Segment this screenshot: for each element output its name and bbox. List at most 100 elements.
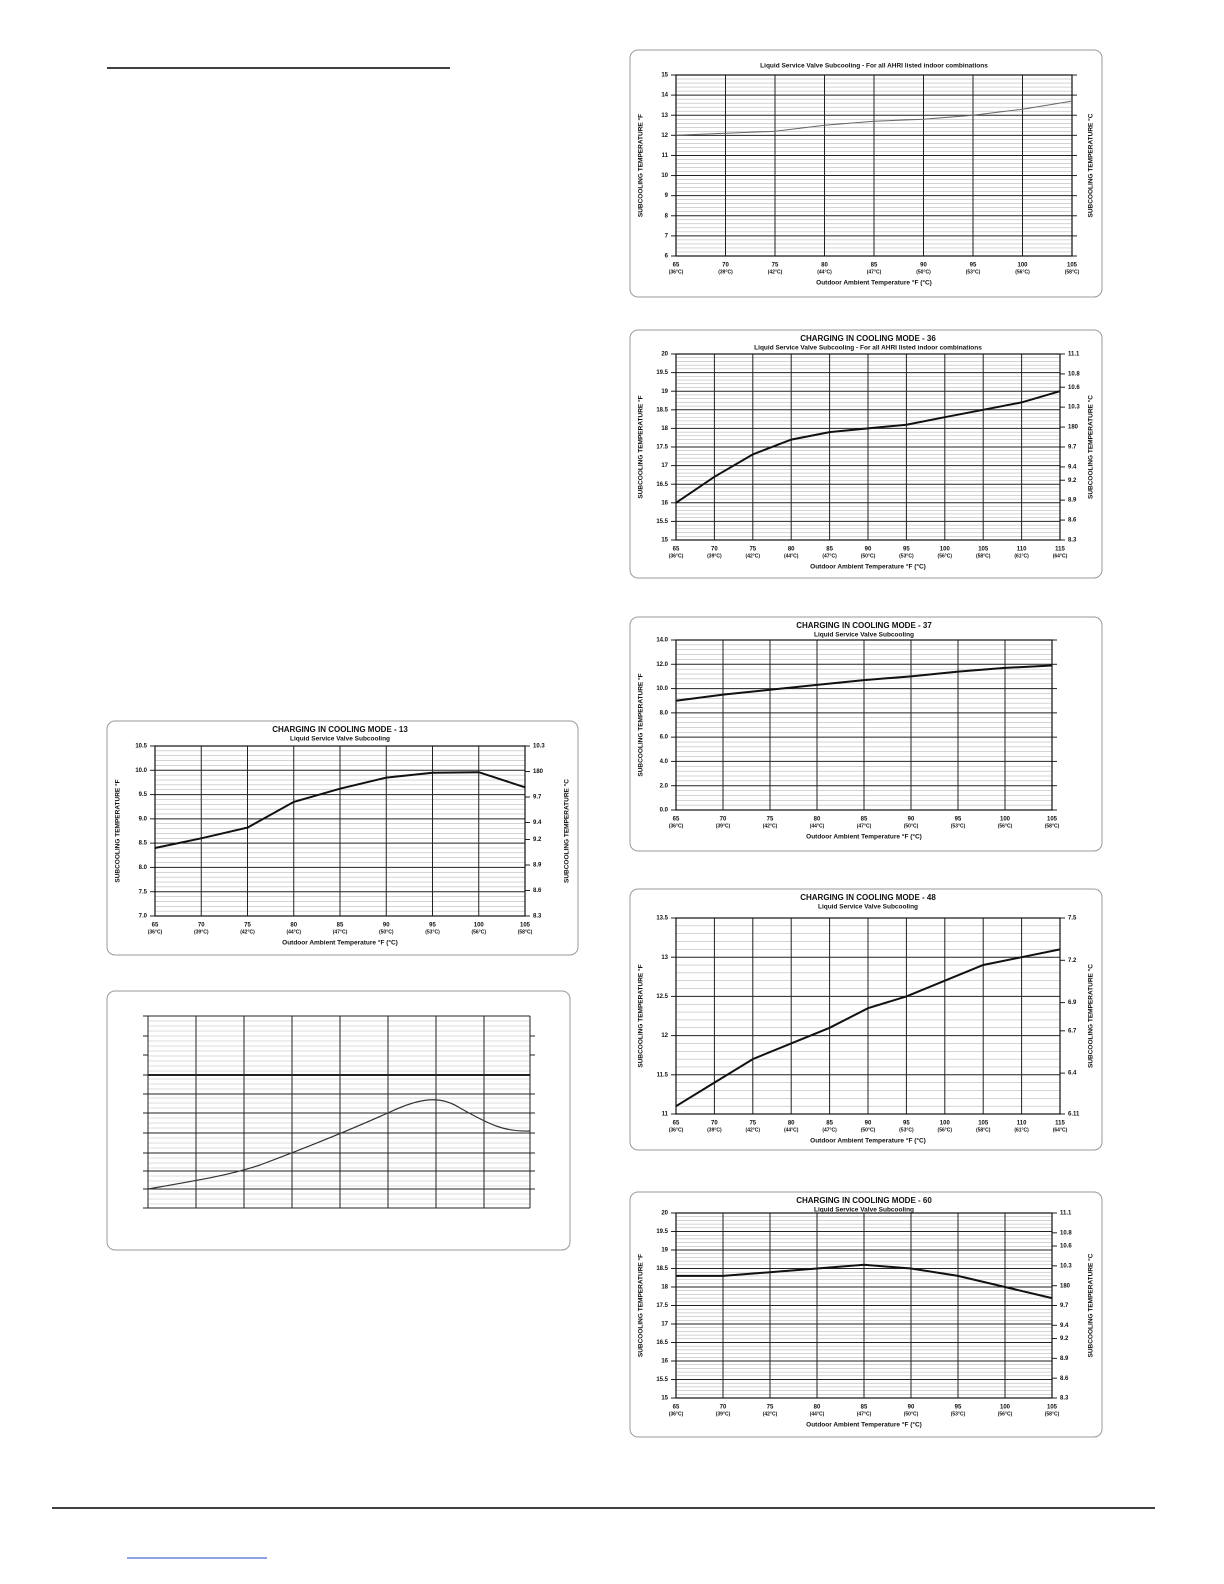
chart-frame (106, 720, 579, 956)
y2-tick-label: 10.3 (1060, 1263, 1072, 1269)
chart: 15 15.5 16 16.5 17 17.5 18 18.5 19 19.5 20 8.3 8.6 8.… (629, 329, 1103, 579)
y-tick-label: 4.0 (660, 759, 669, 765)
y2-tick-label: 8.3 (533, 914, 542, 920)
x-tick-label: 70 (198, 923, 205, 929)
y2-axis-label: SUBCOOLING TEMPERATURE °C (1087, 395, 1095, 499)
chart: 15 15.5 16 16.5 17 17.5 18 18.5 19 19.5 20 8.3 8.6 8.… (629, 1191, 1103, 1438)
y2-tick-label: 180 (1060, 1283, 1071, 1289)
y-tick-label: 12 (661, 1033, 668, 1039)
x-tick-sublabel: (47°C) (822, 553, 837, 559)
y-tick-label: 15 (661, 1396, 668, 1402)
x-tick-label: 70 (720, 1405, 727, 1411)
x-tick-label: 80 (788, 1121, 795, 1127)
chart: 7.0 7.5 8.0 8.5 9.0 9.5 10.0 10.5 8.3 8.6 8.9 9.2 9.… (106, 720, 579, 956)
y2-tick-label: 10.6 (1060, 1244, 1072, 1250)
y2-tick-label: 8.9 (1068, 498, 1077, 504)
chart-subtitle: Liquid Service Valve Subcooling (814, 1207, 914, 1214)
x-tick-sublabel: (42°C) (763, 1411, 778, 1417)
x-tick-sublabel: (39°C) (707, 553, 722, 559)
x-tick-label: 90 (908, 1405, 915, 1411)
y-tick-label: 9.5 (139, 792, 148, 798)
x-tick-label: 100 (940, 1121, 951, 1127)
y2-tick-label: 9.7 (533, 795, 542, 801)
y-tick-label: 15.5 (656, 1377, 668, 1383)
y-tick-label: 10 (661, 173, 668, 179)
x-tick-label: 75 (244, 923, 251, 929)
x-tick-label: 105 (520, 923, 531, 929)
y2-tick-label: 8.6 (1068, 518, 1077, 524)
plot-border (154, 745, 526, 917)
chart-subtitle: Liquid Service Valve Subcooling (818, 904, 918, 911)
y2-tick-label: 9.2 (1060, 1336, 1069, 1342)
x-tick-sublabel: (58°C) (1065, 269, 1080, 275)
x-tick-sublabel: (56°C) (938, 1127, 953, 1133)
x-tick-sublabel: (36°C) (669, 553, 684, 559)
chart: 1111.51212.51313.56.116.46.76.97.27.565(… (629, 888, 1103, 1151)
y2-tick-label: 9.2 (1068, 478, 1077, 484)
x-tick-sublabel: (42°C) (763, 823, 778, 829)
y-tick-label: 14.0 (656, 638, 668, 644)
x-tick-sublabel: (61°C) (1014, 553, 1029, 559)
y-tick-label: 14 (661, 93, 668, 99)
plot-border (675, 1212, 1053, 1399)
x-tick-label: 85 (826, 1121, 833, 1127)
x-tick-sublabel: (39°C) (716, 823, 731, 829)
y-tick-label: 18.5 (656, 407, 668, 413)
x-tick-sublabel: (36°C) (669, 1127, 684, 1133)
x-tick-sublabel: (58°C) (518, 929, 533, 935)
x-tick-label: 100 (1000, 817, 1011, 823)
y2-tick-label: 9.4 (1068, 465, 1077, 471)
curve (147, 1099, 531, 1190)
x-tick-label: 105 (1047, 817, 1058, 823)
x-tick-sublabel: (50°C) (861, 553, 876, 559)
y2-tick-label: 9.7 (1060, 1303, 1069, 1309)
y-tick-label: 6.0 (660, 735, 669, 741)
y-tick-label: 15 (661, 538, 668, 544)
x-tick-label: 85 (337, 923, 344, 929)
x-tick-sublabel: (56°C) (998, 1411, 1013, 1417)
x-tick-label: 105 (1047, 1405, 1058, 1411)
plot-border (675, 917, 1061, 1115)
x-tick-sublabel: (50°C) (904, 823, 919, 829)
x-tick-sublabel: (50°C) (861, 1127, 876, 1133)
y-tick-label: 20 (661, 352, 668, 358)
x-tick-sublabel: (53°C) (899, 553, 914, 559)
x-tick-label: 90 (920, 263, 927, 269)
y-tick-label: 13 (661, 113, 668, 119)
y-tick-label: 10.0 (656, 686, 668, 692)
chart-subtitle: Liquid Service Valve Subcooling (814, 632, 914, 639)
y-tick-label: 17 (661, 1322, 668, 1328)
chart-frame (106, 990, 571, 1251)
x-axis-label: Outdoor Ambient Temperature °F (°C) (806, 1421, 922, 1429)
y-axis-label: SUBCOOLING TEMPERATURE °F (637, 964, 645, 1067)
y-tick-label: 17.5 (656, 445, 668, 451)
x-tick-label: 90 (865, 1121, 872, 1127)
x-tick-sublabel: (39°C) (716, 1411, 731, 1417)
x-tick-sublabel: (64°C) (1053, 1127, 1068, 1133)
y-tick-label: 8.0 (139, 865, 148, 871)
x-tick-sublabel: (58°C) (976, 553, 991, 559)
y-tick-label: 12.5 (656, 994, 668, 1000)
x-axis-label: Outdoor Ambient Temperature °F (°C) (816, 279, 932, 287)
chart: 0.0 2.0 4.0 6.0 8.0 10.0 12.0 14.0 65(36°C) 70(39… (629, 616, 1103, 852)
y2-tick-label: 7.5 (1068, 916, 1077, 922)
y-tick-label: 2.0 (660, 783, 669, 789)
chart-subtitle: Liquid Service Valve Subcooling (290, 736, 390, 743)
unlabeled-chart (106, 990, 571, 1251)
x-tick-sublabel: (47°C) (867, 269, 882, 275)
chart-title: CHARGING IN COOLING MODE - 37 (796, 621, 932, 630)
x-tick-label: 85 (861, 817, 868, 823)
y-tick-label: 20 (661, 1211, 668, 1217)
x-tick-sublabel: (42°C) (746, 1127, 761, 1133)
x-tick-sublabel: (44°C) (810, 823, 825, 829)
y2-tick-label: 8.6 (533, 888, 542, 894)
y2-tick-label: 8.6 (1060, 1376, 1069, 1382)
x-tick-label: 70 (720, 817, 727, 823)
x-axis-label: Outdoor Ambient Temperature °F (°C) (810, 1137, 926, 1145)
x-tick-sublabel: (53°C) (951, 823, 966, 829)
y-tick-label: 19 (661, 389, 668, 395)
x-tick-label: 80 (290, 923, 297, 929)
y2-tick-label: 11.1 (1068, 352, 1080, 358)
plot-border (675, 353, 1061, 541)
